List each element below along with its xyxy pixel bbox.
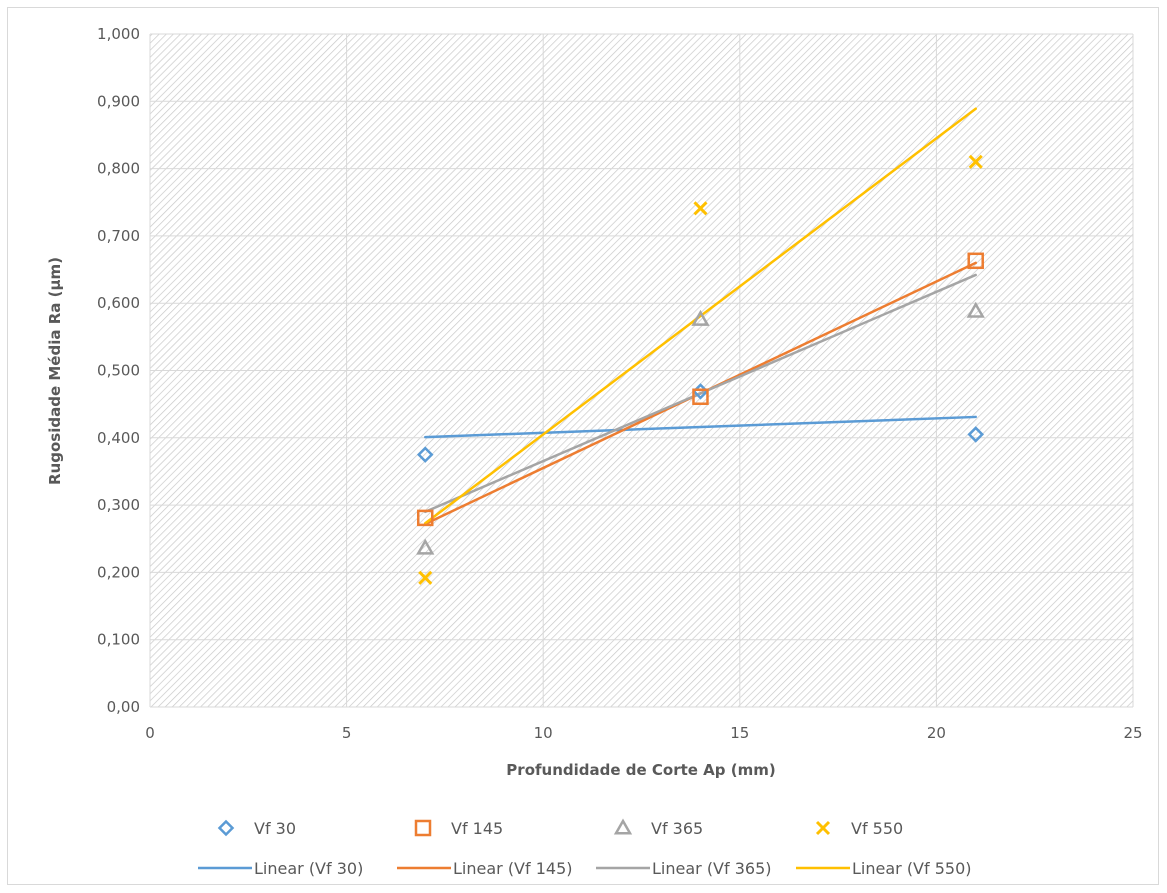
chart-frame: 0,00 0,100 0,200 0,300 0,400 0,500 0,600 0,700 0… [7,7,1159,885]
data-point [418,570,433,585]
chart-svg: 0,00 0,100 0,200 0,300 0,400 0,500 0,600 0,700 0… [46,25,1143,878]
data-point [416,509,434,527]
legend-label: Vf 145 [451,819,503,838]
legend-marker [217,819,235,837]
x-tick-label: 25 [1123,724,1142,742]
legend-label: Linear (Vf 30) [254,859,363,878]
legend-label: Vf 365 [651,819,703,838]
legend-label: Vf 30 [254,819,296,838]
x-tick-label: 20 [927,724,946,742]
x-tick-label: 0 [145,724,155,742]
y-tick-label: 0,00 [107,698,140,716]
legend-label: Linear (Vf 365) [652,859,772,878]
legend: Vf 30 Vf 145 Vf 365 Vf 550 Linear (Vf 30) Lin… [198,818,972,878]
x-tick-label: 5 [342,724,352,742]
data-point [967,426,984,443]
trendline-layer [423,107,977,526]
marker-layer [416,154,985,585]
tick-label-layer: 0,00 0,100 0,200 0,300 0,400 0,500 0,600 0,700 0… [97,25,1143,742]
y-tick-label: 1,000 [97,25,140,43]
legend-marker [414,819,432,837]
data-point [966,301,985,318]
data-point [692,388,709,405]
data-point [416,446,434,463]
legend-label: Vf 550 [851,819,903,838]
trendline [423,107,977,525]
trendline [423,273,977,514]
y-tick-label: 0,100 [97,631,140,649]
data-point [967,252,984,270]
x-tick-label: 10 [534,724,553,742]
y-tick-label: 0,400 [97,429,140,447]
trendline [423,415,977,439]
x-tick-label: 15 [730,724,749,742]
data-point [968,154,983,169]
data-point [416,538,435,555]
y-tick-label: 0,800 [97,160,140,178]
y-axis-title: Rugosidade Média Ra (µm) [46,257,64,485]
data-point [693,201,708,216]
legend-label: Linear (Vf 145) [453,859,573,878]
data-point [691,309,710,326]
legend-marker [815,820,831,836]
y-tick-label: 0,500 [97,362,140,380]
grid-layer [149,33,1134,708]
y-tick-label: 0,200 [97,563,140,581]
x-axis-title: Profundidade de Corte Ap (mm) [506,761,775,779]
y-tick-label: 0,700 [97,227,140,245]
y-tick-label: 0,900 [97,92,140,110]
legend-marker [613,818,633,835]
y-tick-label: 0,600 [97,294,140,312]
y-tick-label: 0,300 [97,496,140,514]
legend-label: Linear (Vf 550) [852,859,972,878]
